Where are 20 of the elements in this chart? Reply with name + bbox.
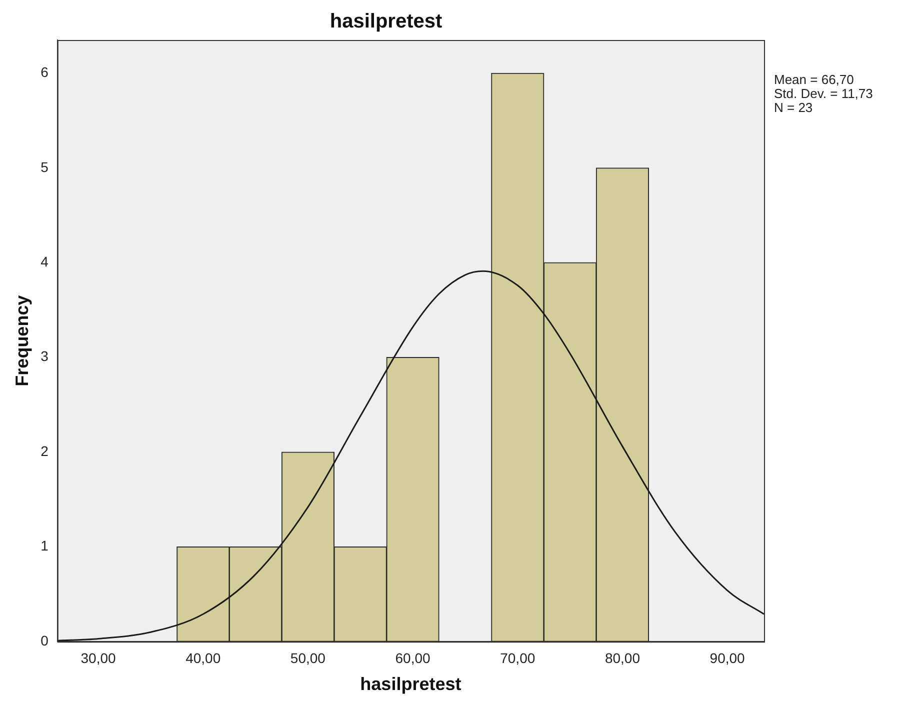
x-tick-label: 60,00 [395,650,431,666]
x-tick-label: 40,00 [186,650,221,666]
x-tick-label: 80,00 [604,650,640,666]
text: Std. Dev. = 11,73 [774,86,873,102]
x-tick-label: 30,00 [80,650,116,666]
y-tick-label: 2 [40,442,49,459]
text: N = 23 [774,100,813,116]
y-axis-title: Frequency [12,295,32,386]
x-axis-title: hasilpretest [360,674,462,694]
chart-title: hasilpretest [330,10,442,33]
x-tick-label: 90,00 [710,650,746,666]
y-tick-label: 3 [40,348,49,364]
y-tick-label: 4 [40,254,49,270]
y-tick-label: 1 [40,538,49,554]
y-tick-label: 0 [40,632,49,648]
x-tick-label: 70,00 [500,650,536,666]
x-tick-label: 50,00 [290,650,326,666]
y-tick-label: 6 [40,64,49,80]
text: Mean = 66,70 [774,72,854,88]
y-tick-label: 5 [40,158,49,175]
